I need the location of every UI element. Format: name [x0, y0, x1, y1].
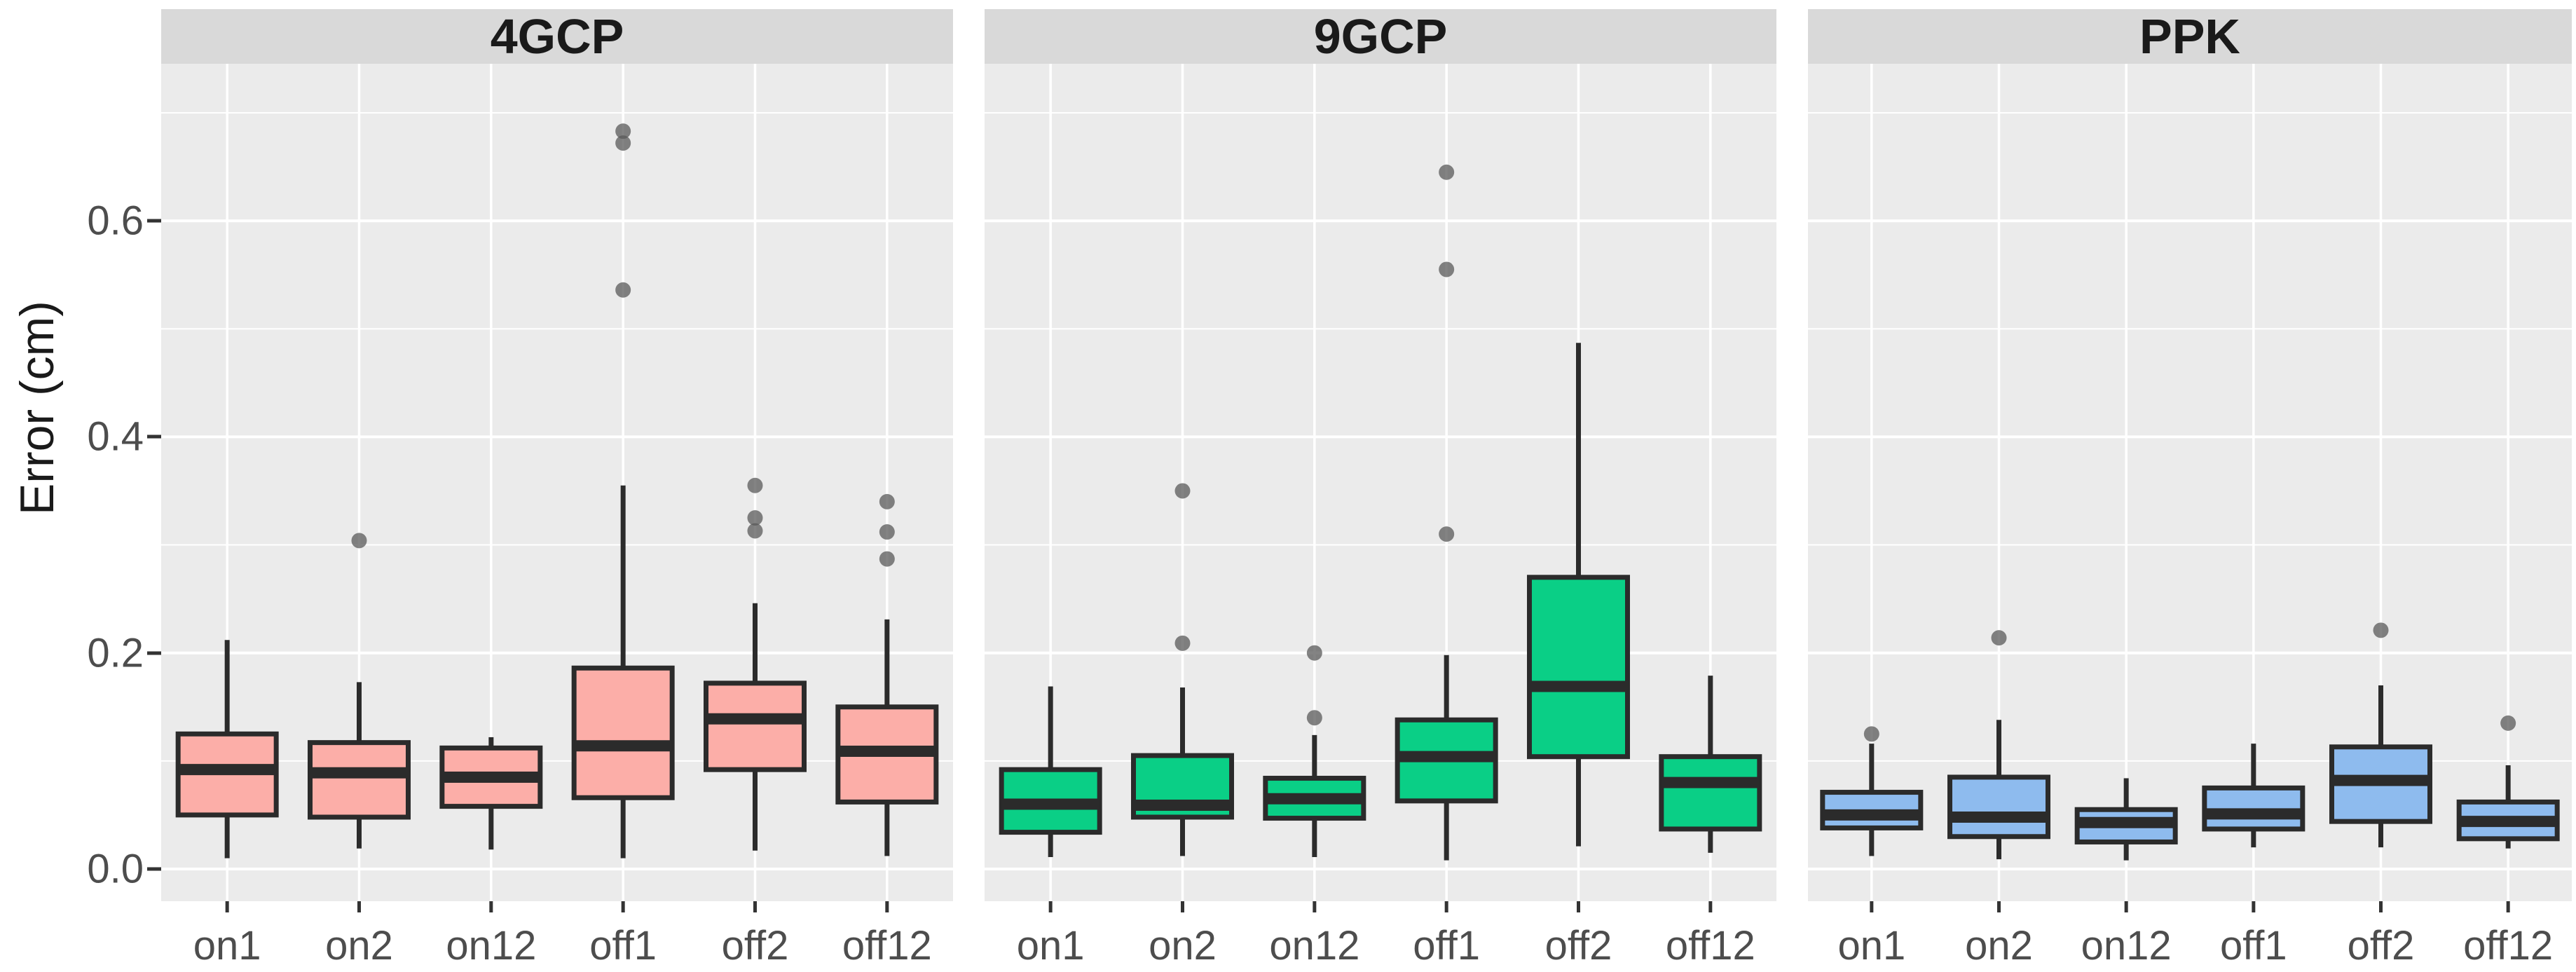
x-tick-label-off1: off1 — [589, 923, 657, 968]
x-tick-label-off12: off12 — [1665, 923, 1755, 968]
outlier-point — [879, 551, 895, 567]
boxplot-9gcp-off2 — [1527, 343, 1630, 847]
box-iqr — [1947, 774, 2050, 840]
outlier-point — [1439, 526, 1455, 542]
outlier-point — [1863, 726, 1879, 742]
x-axis-labels: on1 on2 on12 off1 off2 off12 — [985, 912, 1776, 968]
x-tick-label-on12: on12 — [1269, 923, 1360, 968]
facet-strip-label: 4GCP — [161, 9, 953, 64]
y-tick-label: 0.2 — [87, 630, 144, 676]
x-tick-label-off1: off1 — [1413, 923, 1481, 968]
outlier-point — [1439, 261, 1455, 278]
boxplot-9gcp-on2 — [1131, 483, 1234, 856]
box-iqr — [1527, 575, 1630, 760]
y-tick-label: 0.6 — [87, 198, 144, 244]
outlier-point — [615, 282, 631, 298]
x-axis-labels: on1 on2 on12 off1 off2 off12 — [1808, 912, 2572, 968]
x-tick-label-off2: off2 — [721, 923, 789, 968]
x-tick-label-on2: on2 — [325, 923, 393, 968]
outlier-point — [1991, 630, 2007, 646]
boxplot-9gcp-on1 — [999, 686, 1102, 858]
boxplot-9gcp-off1 — [1395, 164, 1498, 861]
boxplot-ppk-on12 — [2074, 778, 2178, 861]
x-tick-label-on1: on1 — [193, 923, 261, 968]
outlier-point — [1306, 710, 1322, 726]
box-iqr — [308, 740, 411, 820]
boxplot-4gcp-on1 — [175, 640, 279, 858]
outlier-point — [2500, 715, 2516, 731]
boxplot-4gcp-on12 — [439, 737, 543, 850]
outlier-point — [615, 135, 631, 151]
x-tick-label-off12: off12 — [2463, 923, 2554, 968]
x-tick-label-on12: on12 — [446, 923, 537, 968]
x-tick-label-off12: off12 — [842, 923, 932, 968]
x-tick-label-off2: off2 — [2347, 923, 2415, 968]
boxplot-4gcp-off2 — [704, 477, 807, 851]
outlier-point — [1439, 164, 1455, 180]
x-tick-label-on1: on1 — [1837, 923, 1906, 968]
plot-area-4gcp — [161, 64, 953, 912]
outlier-point — [615, 123, 631, 139]
x-tick-label-on1: on1 — [1016, 923, 1085, 968]
boxplot-ppk-on1 — [1820, 726, 1924, 856]
y-tick-mark — [147, 434, 163, 439]
x-tick-label-off2: off2 — [1544, 923, 1612, 968]
y-tick-label: 0.0 — [87, 846, 144, 892]
y-tick-mark — [147, 867, 163, 871]
plot-area-ppk — [1808, 64, 2572, 912]
panel-background — [161, 64, 953, 901]
plot-area-9gcp — [985, 64, 1776, 912]
x-tick-label-on12: on12 — [2081, 923, 2172, 968]
x-tick-label-on2: on2 — [1149, 923, 1217, 968]
panel-background — [985, 64, 1776, 901]
outlier-point — [1306, 645, 1322, 661]
boxplot-4gcp-off12 — [835, 493, 939, 856]
outlier-point — [747, 510, 763, 526]
boxplot-9gcp-on12 — [1263, 645, 1366, 858]
box-iqr — [571, 665, 675, 800]
x-tick-label-on2: on2 — [1965, 923, 2033, 968]
facet-strip-label: PPK — [1808, 9, 2572, 64]
y-tick-mark — [147, 651, 163, 655]
box-iqr — [1659, 754, 1762, 832]
y-axis-title: Error (cm) — [11, 301, 64, 515]
x-axis-labels: on1 on2 on12 off1 off2 off12 — [161, 912, 953, 968]
facet-panel-9gcp: 9GCP on1 on2 on12 off1 off2 off12 — [985, 9, 1776, 968]
boxplot-ppk-on2 — [1947, 630, 2050, 860]
y-tick-label: 0.4 — [87, 413, 144, 460]
boxplot-9gcp-off12 — [1659, 676, 1762, 853]
x-tick-label-off1: off1 — [2219, 923, 2287, 968]
outlier-point — [2373, 622, 2389, 638]
boxplot-ppk-off2 — [2329, 622, 2432, 848]
box-iqr — [704, 680, 807, 772]
outlier-point — [747, 523, 763, 539]
boxplot-ppk-off12 — [2456, 715, 2560, 849]
panel-background — [1808, 64, 2572, 901]
facet-strip-label: 9GCP — [985, 9, 1776, 64]
facet-panel-4gcp: 4GCP on1 on2 on12 off1 off2 off12 — [161, 9, 953, 968]
y-tick-mark — [147, 219, 163, 223]
outlier-point — [351, 533, 367, 549]
boxplot-4gcp-off1 — [571, 123, 675, 858]
outlier-point — [747, 477, 763, 493]
outlier-point — [1174, 483, 1191, 499]
facet-panel-ppk: PPK on1 on2 on12 off1 off2 off12 — [1808, 9, 2572, 968]
outlier-point — [1174, 635, 1191, 651]
outlier-point — [879, 493, 895, 509]
boxplot-4gcp-on2 — [308, 533, 411, 849]
outlier-point — [879, 524, 895, 540]
boxplot-ppk-off1 — [2202, 744, 2306, 848]
